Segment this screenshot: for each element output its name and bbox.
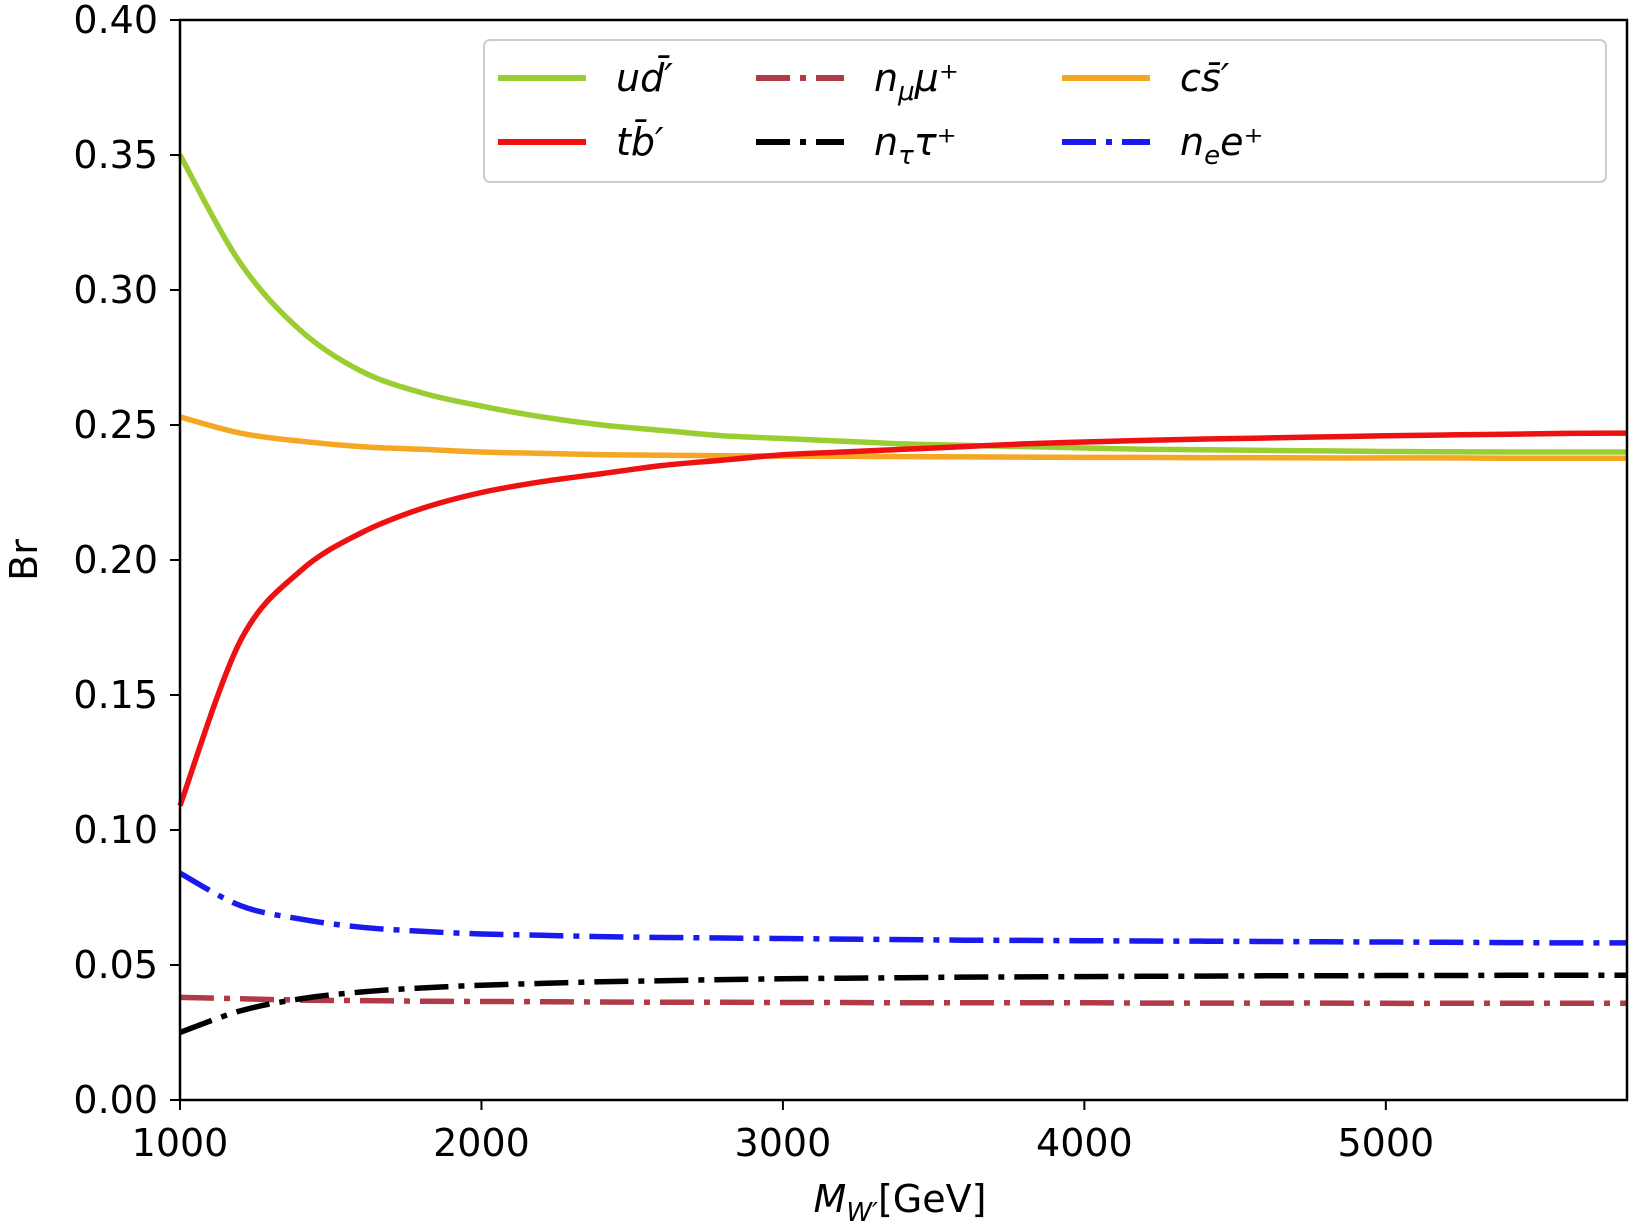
y-tick-label: 0.35 — [73, 133, 158, 177]
series-line-n-b03a48 — [179, 994, 1627, 1007]
x-axis-label-main: M — [814, 1177, 847, 1221]
legend: ud̄′tb̄′nμμ⁺nττ⁺cs̄′nee⁺ — [483, 39, 1607, 183]
legend-label-tail: ′ — [664, 56, 673, 100]
legend-label-tail: τ⁺ — [914, 120, 957, 164]
series-line-cs-f5a623 — [179, 414, 1627, 461]
series-line-n-000000 — [179, 972, 1627, 1036]
x-axis-label: MW′[GeV] — [814, 1177, 987, 1227]
legend-label-tail: μ⁺ — [914, 56, 959, 100]
legend-label: tb̄′ — [616, 120, 664, 164]
y-tick-label: 0.40 — [73, 0, 158, 42]
y-tick-label: 0.25 — [73, 403, 158, 447]
legend-label-main: n — [874, 120, 898, 164]
series-line-ud-9acd32 — [177, 153, 1627, 455]
legend-label-tail: ̄′ — [1221, 56, 1230, 100]
x-tick-label: 1000 — [132, 1121, 229, 1165]
y-tick-label: 0.10 — [73, 808, 158, 852]
legend-label-tail: ̄′ — [655, 120, 664, 164]
legend-label-main: ud — [616, 56, 670, 100]
x-axis-ticks: 1000 2000 3000 4000 5000 — [132, 1100, 1434, 1165]
series-layer — [177, 153, 1628, 1036]
legend-label-subscript: e — [1204, 141, 1220, 171]
y-tick-label: 0.00 — [73, 1078, 158, 1122]
plot-background — [180, 20, 1627, 1100]
legend-label-main: n — [874, 56, 898, 100]
y-axis-ticks: 0.00 0.05 0.10 0.15 0.20 0.25 0.30 0.35 0.40 — [73, 0, 180, 1122]
series-line-ne-1a1aee — [178, 870, 1627, 946]
legend-label-main: n — [1180, 120, 1204, 164]
legend-label-tail: e⁺ — [1220, 120, 1263, 164]
x-tick-label: 2000 — [433, 1121, 530, 1165]
legend-label-main: cs — [1180, 56, 1221, 100]
legend-label: nee⁺ — [1180, 120, 1264, 171]
x-tick-label: 4000 — [1036, 1121, 1133, 1165]
x-axis-label-subscript: W′ — [846, 1198, 878, 1227]
y-tick-label: 0.20 — [73, 538, 158, 582]
series-line-tb-ee1111 — [177, 430, 1628, 807]
legend-label-subscript: τ — [898, 141, 914, 171]
y-tick-label: 0.15 — [73, 673, 158, 717]
legend-label: nμμ⁺ — [874, 56, 959, 107]
y-axis-label: Br — [2, 539, 46, 581]
x-tick-label: 5000 — [1337, 1121, 1434, 1165]
legend-label-subscript: μ — [897, 77, 915, 107]
legend-entries: ud̄′tb̄′nμμ⁺nττ⁺cs̄′nee⁺ — [498, 56, 1264, 171]
y-tick-label: 0.30 — [73, 268, 158, 312]
x-axis-label-unit: [GeV] — [878, 1177, 986, 1221]
y-tick-label: 0.05 — [73, 943, 158, 987]
legend-label-main: tb — [616, 120, 655, 164]
legend-label: nττ⁺ — [874, 120, 957, 171]
legend-label: cs̄′ — [1180, 56, 1230, 100]
x-tick-label: 3000 — [735, 1121, 832, 1165]
legend-label: ud̄′ — [616, 56, 673, 100]
